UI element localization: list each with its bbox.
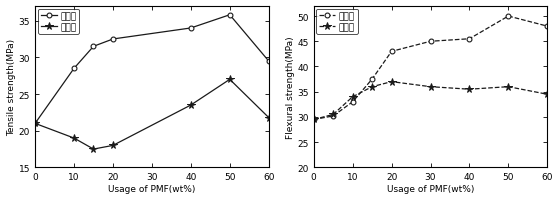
未处理 xyxy=(330,114,337,116)
未处理 xyxy=(265,117,272,119)
Line: 处理后: 处理后 xyxy=(311,15,550,122)
未处理 xyxy=(427,86,434,88)
X-axis label: Usage of PMF(wt%): Usage of PMF(wt%) xyxy=(387,184,474,193)
未处理 xyxy=(226,79,233,81)
处理后 xyxy=(310,119,317,121)
处理后 xyxy=(330,115,337,118)
处理后 xyxy=(544,26,550,28)
处理后 xyxy=(427,41,434,43)
X-axis label: Usage of PMF(wt%): Usage of PMF(wt%) xyxy=(108,184,195,193)
Y-axis label: Flexural strength(MPa): Flexural strength(MPa) xyxy=(286,36,295,138)
未处理 xyxy=(110,144,116,147)
未处理 xyxy=(349,96,356,98)
处理后 xyxy=(368,79,375,81)
处理后 xyxy=(505,16,512,18)
未处理 xyxy=(188,104,194,107)
Legend: 处理后, 未处理: 处理后, 未处理 xyxy=(316,10,358,35)
未处理 xyxy=(32,123,39,125)
处理后 xyxy=(32,123,39,125)
Y-axis label: Tensile strength(MPa): Tensile strength(MPa) xyxy=(7,39,16,136)
处理后 xyxy=(226,14,233,17)
Legend: 处理后, 未处理: 处理后, 未处理 xyxy=(38,10,79,35)
Line: 处理后: 处理后 xyxy=(32,13,271,126)
处理后 xyxy=(388,51,395,53)
处理后 xyxy=(110,39,116,41)
未处理 xyxy=(90,148,97,151)
未处理 xyxy=(388,81,395,83)
未处理 xyxy=(71,137,77,140)
处理后 xyxy=(71,68,77,70)
处理后 xyxy=(265,60,272,63)
Line: 未处理: 未处理 xyxy=(310,78,551,124)
未处理 xyxy=(544,94,550,96)
未处理 xyxy=(505,86,512,88)
未处理 xyxy=(368,86,375,88)
Line: 未处理: 未处理 xyxy=(31,76,273,153)
处理后 xyxy=(90,46,97,48)
处理后 xyxy=(349,101,356,104)
处理后 xyxy=(188,28,194,30)
未处理 xyxy=(310,119,317,121)
处理后 xyxy=(466,38,473,41)
未处理 xyxy=(466,89,473,91)
